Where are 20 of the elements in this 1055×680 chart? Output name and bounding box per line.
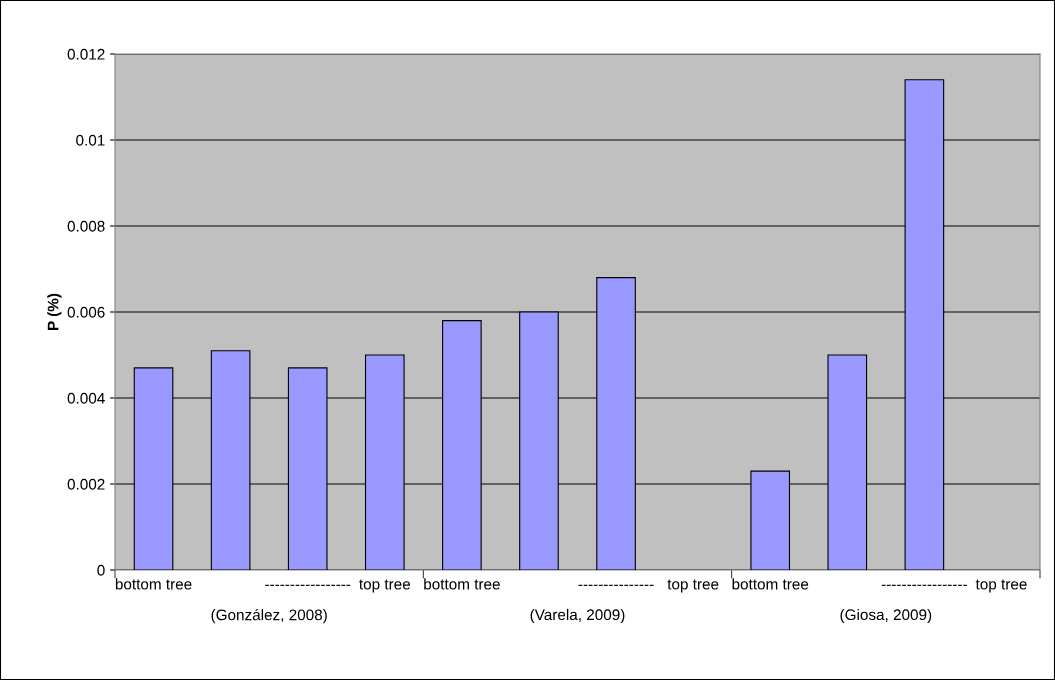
text: (González, 2008)	[211, 608, 327, 624]
y-tick-label: 0.004	[67, 392, 105, 404]
x-tick-label: -----------------	[265, 584, 351, 586]
text: (Varela, 2009)	[530, 608, 625, 624]
y-tick-label: 0.008	[67, 220, 105, 232]
y-tick-label: 0.012	[67, 48, 105, 60]
y-tick-label: 0	[97, 564, 105, 576]
x-tick-label: top tree	[667, 579, 719, 593]
x-tick-label: ---------------	[578, 584, 654, 586]
x-tick-label: -----------------	[881, 584, 967, 586]
x-tick-label: bottom tree	[424, 578, 500, 590]
x-tick-label: bottom tree	[115, 578, 192, 590]
x-tick-label: bottom tree	[732, 578, 809, 590]
x-tick-label: top tree	[975, 579, 1027, 593]
y-axis-title: P (%)	[47, 293, 62, 330]
y-tick-label: 0.002	[67, 478, 105, 490]
y-tick-label: 0.01	[76, 134, 105, 146]
y-tick-label: 0.006	[67, 306, 105, 318]
x-tick-label: top tree	[359, 579, 411, 593]
text: (Giosa, 2009)	[840, 608, 932, 624]
